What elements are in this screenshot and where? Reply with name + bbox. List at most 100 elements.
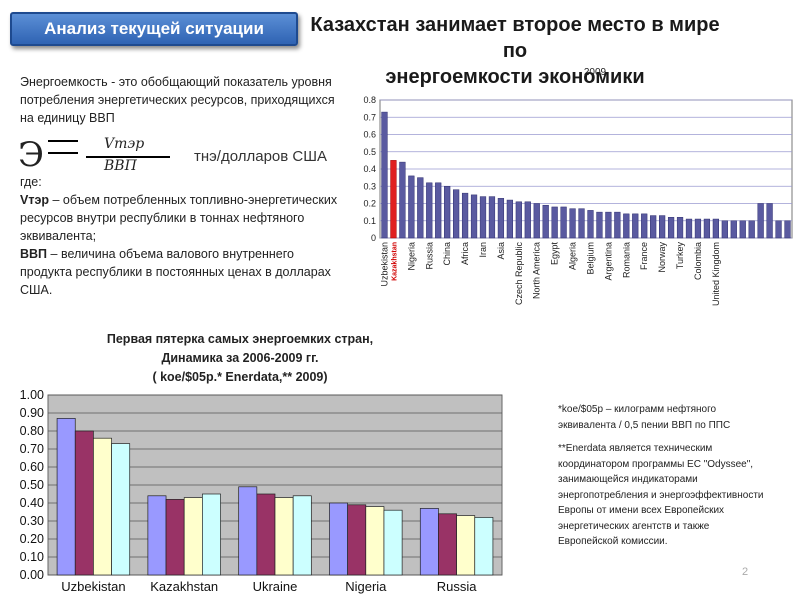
chart1-bar bbox=[775, 220, 782, 239]
section-badge: Анализ текущей ситуации bbox=[10, 12, 298, 46]
chart2-bar bbox=[365, 506, 385, 576]
chart1-bar bbox=[435, 182, 442, 239]
chart1-bar bbox=[685, 218, 693, 239]
chart2-title: Первая пятерка самых энергоемких стран, … bbox=[80, 330, 400, 387]
chart1-bar bbox=[408, 175, 415, 239]
chart1-x-tick-label: Turkey bbox=[675, 242, 685, 270]
chart2-y-tick-label: 1.00 bbox=[20, 388, 44, 402]
chart1-x-tick-label: Iran bbox=[478, 242, 488, 258]
chart1-bar bbox=[479, 196, 487, 239]
chart1-x-tick-label: Russia bbox=[424, 242, 434, 270]
vvp-definition: ВВП – величина объема валового внутренне… bbox=[20, 245, 340, 299]
chart1-y-tick-label: 0.4 bbox=[363, 164, 376, 174]
chart1-x-tick-label: Egypt bbox=[550, 242, 560, 266]
chart2-y-tick-label: 0.10 bbox=[20, 550, 44, 564]
chart2-x-tick-label: Kazakhstan bbox=[150, 579, 218, 594]
fraction-bar bbox=[86, 156, 170, 158]
chart1-x-tick-label: United Kingdom bbox=[711, 242, 721, 306]
formula-unit: тнэ/долларов США bbox=[194, 148, 327, 165]
chart1-x-tick-label: Kazakhstan bbox=[391, 242, 398, 281]
chart1-bar bbox=[632, 213, 639, 239]
chart1-bar bbox=[712, 218, 719, 239]
chart1-bar bbox=[739, 220, 746, 239]
footnotes: *koe/$05p – килограмм нефтяного эквивале… bbox=[558, 402, 770, 558]
chart2-bar bbox=[438, 513, 457, 576]
chart2-bar bbox=[74, 430, 94, 576]
chart2-y-tick-label: 0.50 bbox=[20, 478, 44, 492]
chart1-year-label: 2009 bbox=[583, 67, 607, 78]
chart1-bar bbox=[381, 111, 388, 239]
chart1-bar bbox=[667, 217, 675, 239]
chart1-y-tick-label: 0.8 bbox=[363, 95, 376, 105]
chart2-bar bbox=[474, 517, 494, 576]
chart1-bar bbox=[650, 215, 657, 239]
chart1-x-tick-label: Czech Republic bbox=[514, 242, 524, 306]
chart1-bar bbox=[641, 213, 648, 239]
chart1-bar bbox=[542, 204, 549, 239]
chart1-y-tick-label: 0.1 bbox=[363, 216, 376, 226]
definition-text: Энергоемкость - это обобщающий показател… bbox=[20, 75, 335, 125]
chart1-bar bbox=[417, 177, 424, 239]
chart1-bar bbox=[569, 208, 576, 239]
chart2-bar bbox=[347, 504, 367, 576]
chart1-bar bbox=[390, 160, 397, 239]
chart2-bar bbox=[147, 495, 167, 576]
formula-lhs: Э bbox=[18, 135, 45, 175]
vter-desc: – объем потребленных топливно-энергетиче… bbox=[20, 193, 338, 243]
chart2-bar bbox=[456, 515, 476, 576]
chart2-x-tick-label: Nigeria bbox=[345, 579, 387, 594]
chart2-bar bbox=[238, 486, 258, 576]
chart2-y-tick-label: 0.00 bbox=[20, 568, 44, 582]
formula-denominator: ВВП bbox=[104, 158, 137, 174]
chart2-bar bbox=[383, 509, 403, 576]
chart1-y-tick-label: 0.6 bbox=[363, 130, 376, 140]
chart2-bar bbox=[93, 437, 112, 576]
chart2-bar bbox=[183, 497, 203, 576]
chart2-x-tick-label: Russia bbox=[437, 579, 478, 594]
chart1-y-tick-label: 0.2 bbox=[363, 199, 376, 209]
chart2-y-tick-label: 0.70 bbox=[20, 442, 44, 456]
chart1-bar bbox=[659, 215, 666, 239]
vter-definition: Vтэр – объем потребленных топливно-энерг… bbox=[20, 191, 340, 245]
chart2-bar bbox=[56, 418, 76, 576]
chart1-bar bbox=[560, 206, 567, 239]
chart1-bar bbox=[676, 217, 684, 239]
chart1-bar bbox=[623, 213, 630, 239]
chart2-y-tick-label: 0.80 bbox=[20, 424, 44, 438]
chart1-bar bbox=[497, 198, 505, 239]
chart2-title-line2: Динамика за 2006-2009 гг. bbox=[161, 351, 319, 365]
page-title: Казахстан занимает второе место в мире п… bbox=[300, 12, 730, 90]
page-number: 2 bbox=[742, 566, 749, 578]
chart1-bar bbox=[748, 220, 755, 239]
chart1-x-tick-label: Algeria bbox=[568, 242, 578, 270]
chart1-bar bbox=[533, 203, 540, 239]
chart1-bar bbox=[426, 182, 433, 239]
chart2-y-tick-label: 0.60 bbox=[20, 460, 44, 474]
chart2-y-tick-label: 0.20 bbox=[20, 532, 44, 546]
chart1-x-tick-label: China bbox=[442, 242, 452, 266]
chart1-bar bbox=[703, 218, 711, 239]
chart2-bar bbox=[111, 443, 131, 576]
chart1-y-tick-label: 0.7 bbox=[363, 112, 376, 122]
chart2-bar bbox=[256, 493, 276, 576]
chart1-bar bbox=[444, 186, 451, 239]
top5-dynamics-chart: 0.00 0.10 0.20 0.30 0.40 0.50 0.60 0.70 0.80 0.90… bbox=[20, 388, 503, 594]
chart1-x-tick-label: Uzbekistan bbox=[379, 242, 389, 287]
chart1-bar bbox=[551, 206, 558, 239]
chart1-bar bbox=[453, 189, 460, 239]
formula-numerator: Vтэр bbox=[104, 136, 145, 152]
where-block: где: Vтэр – объем потребленных топливно-… bbox=[20, 173, 340, 299]
chart1-x-tick-label: Africa bbox=[460, 242, 470, 265]
intensity-bar-chart-2009: 0 0.1 0.2 0.3 0.4 0.5 0.6 0.7 0.8 Uzbekistan Kazak… bbox=[363, 95, 793, 306]
chart2-x-tick-label: Ukraine bbox=[253, 579, 298, 594]
chart2-bar bbox=[165, 499, 185, 576]
title-line-1: Казахстан занимает второе место в мире п… bbox=[310, 14, 720, 62]
chart1-x-tick-label: Asia bbox=[496, 242, 506, 260]
chart2-y-tick-label: 0.90 bbox=[20, 406, 44, 420]
chart1-x-tick-label: France bbox=[639, 242, 649, 270]
chart2-x-tick-label: Uzbekistan bbox=[61, 579, 125, 594]
chart1-bar bbox=[506, 199, 513, 239]
chart1-y-tick-label: 0.5 bbox=[363, 147, 376, 157]
chart1-x-tick-label: North America bbox=[532, 242, 542, 299]
chart1-x-tick-label: Norway bbox=[657, 242, 667, 273]
